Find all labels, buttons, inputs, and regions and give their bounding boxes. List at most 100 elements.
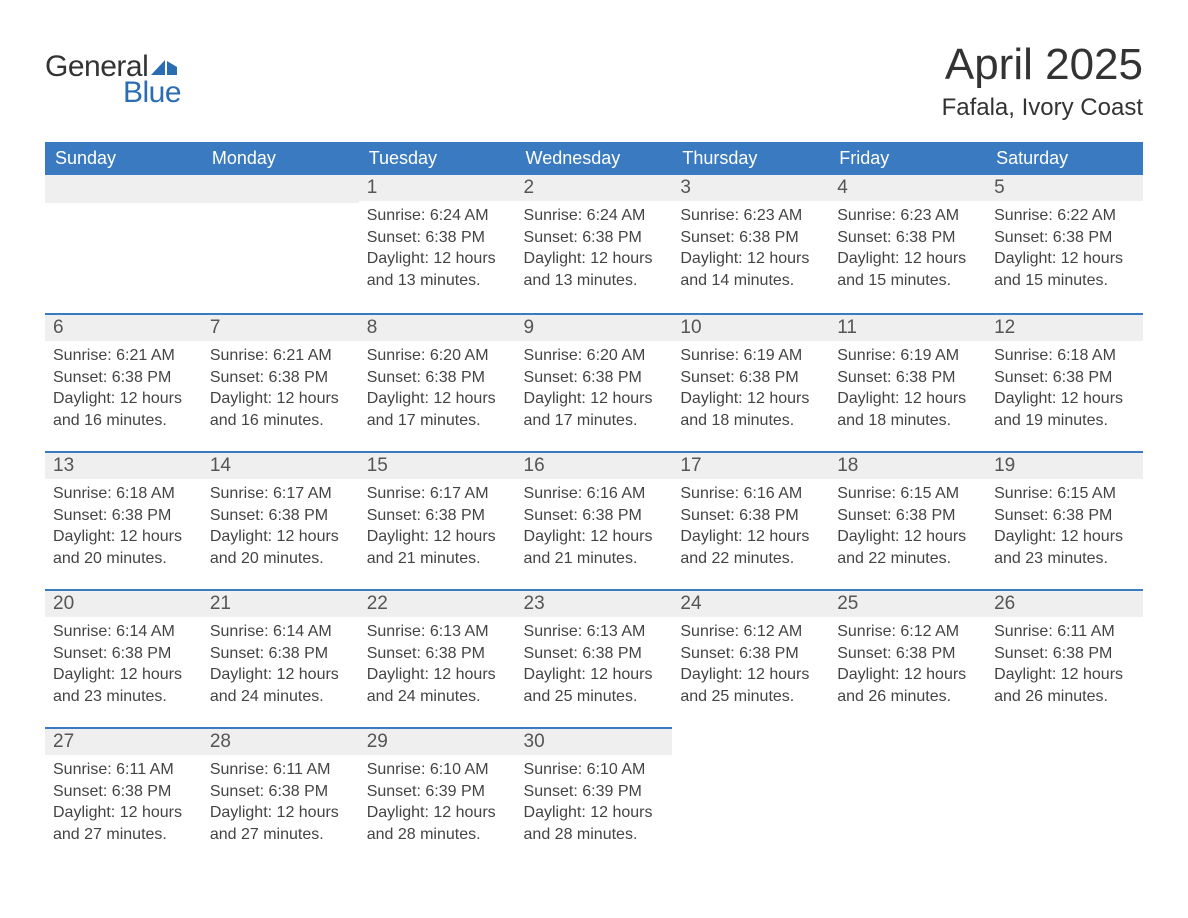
day-body: Sunrise: 6:17 AMSunset: 6:38 PMDaylight:…	[202, 479, 359, 577]
day-cell: 6Sunrise: 6:21 AMSunset: 6:38 PMDaylight…	[45, 313, 202, 451]
sunset-text: Sunset: 6:38 PM	[837, 643, 978, 665]
day-number: 24	[672, 589, 829, 617]
sunrise-text: Sunrise: 6:11 AM	[210, 759, 351, 781]
day-number: 16	[516, 451, 673, 479]
day-cell: 5Sunrise: 6:22 AMSunset: 6:38 PMDaylight…	[986, 175, 1143, 313]
sunset-text: Sunset: 6:38 PM	[210, 781, 351, 803]
calendar-table: Sunday Monday Tuesday Wednesday Thursday…	[45, 142, 1143, 865]
daylight-text-line1: Daylight: 12 hours	[210, 802, 351, 824]
header: General Blue April 2025 Fafala, Ivory Co…	[45, 40, 1143, 122]
day-number: 11	[829, 313, 986, 341]
day-number: 17	[672, 451, 829, 479]
daylight-text-line2: and 21 minutes.	[367, 548, 508, 570]
daylight-text-line2: and 13 minutes.	[524, 270, 665, 292]
sunset-text: Sunset: 6:38 PM	[680, 643, 821, 665]
daylight-text-line1: Daylight: 12 hours	[53, 526, 194, 548]
day-cell: 14Sunrise: 6:17 AMSunset: 6:38 PMDayligh…	[202, 451, 359, 589]
day-body: Sunrise: 6:18 AMSunset: 6:38 PMDaylight:…	[45, 479, 202, 577]
day-cell: 27Sunrise: 6:11 AMSunset: 6:38 PMDayligh…	[45, 727, 202, 865]
daylight-text-line1: Daylight: 12 hours	[680, 388, 821, 410]
day-body: Sunrise: 6:13 AMSunset: 6:38 PMDaylight:…	[359, 617, 516, 715]
daylight-text-line1: Daylight: 12 hours	[524, 526, 665, 548]
daylight-text-line2: and 27 minutes.	[53, 824, 194, 846]
day-cell: 28Sunrise: 6:11 AMSunset: 6:38 PMDayligh…	[202, 727, 359, 865]
sunrise-text: Sunrise: 6:18 AM	[994, 345, 1135, 367]
day-cell: 23Sunrise: 6:13 AMSunset: 6:38 PMDayligh…	[516, 589, 673, 727]
day-number: 2	[516, 175, 673, 201]
daylight-text-line1: Daylight: 12 hours	[524, 664, 665, 686]
daylight-text-line1: Daylight: 12 hours	[210, 526, 351, 548]
day-cell: 26Sunrise: 6:11 AMSunset: 6:38 PMDayligh…	[986, 589, 1143, 727]
sunrise-text: Sunrise: 6:17 AM	[210, 483, 351, 505]
daylight-text-line1: Daylight: 12 hours	[210, 664, 351, 686]
daylight-text-line1: Daylight: 12 hours	[53, 802, 194, 824]
day-number: 13	[45, 451, 202, 479]
sunrise-text: Sunrise: 6:21 AM	[210, 345, 351, 367]
sunset-text: Sunset: 6:38 PM	[210, 367, 351, 389]
daylight-text-line1: Daylight: 12 hours	[524, 388, 665, 410]
day-body: Sunrise: 6:21 AMSunset: 6:38 PMDaylight:…	[202, 341, 359, 439]
sunrise-text: Sunrise: 6:20 AM	[367, 345, 508, 367]
day-cell: 30Sunrise: 6:10 AMSunset: 6:39 PMDayligh…	[516, 727, 673, 865]
day-cell: 20Sunrise: 6:14 AMSunset: 6:38 PMDayligh…	[45, 589, 202, 727]
day-number: 4	[829, 175, 986, 201]
daylight-text-line1: Daylight: 12 hours	[837, 526, 978, 548]
sunset-text: Sunset: 6:38 PM	[210, 643, 351, 665]
day-cell: 2Sunrise: 6:24 AMSunset: 6:38 PMDaylight…	[516, 175, 673, 313]
day-cell: 25Sunrise: 6:12 AMSunset: 6:38 PMDayligh…	[829, 589, 986, 727]
day-cell: 16Sunrise: 6:16 AMSunset: 6:38 PMDayligh…	[516, 451, 673, 589]
sunrise-text: Sunrise: 6:15 AM	[994, 483, 1135, 505]
daylight-text-line2: and 27 minutes.	[210, 824, 351, 846]
sunset-text: Sunset: 6:38 PM	[837, 367, 978, 389]
daylight-text-line2: and 19 minutes.	[994, 410, 1135, 432]
daylight-text-line2: and 15 minutes.	[837, 270, 978, 292]
weekday-header: Friday	[829, 142, 986, 175]
day-cell: 9Sunrise: 6:20 AMSunset: 6:38 PMDaylight…	[516, 313, 673, 451]
sunrise-text: Sunrise: 6:10 AM	[524, 759, 665, 781]
sunrise-text: Sunrise: 6:13 AM	[367, 621, 508, 643]
day-number: 6	[45, 313, 202, 341]
week-row: 1Sunrise: 6:24 AMSunset: 6:38 PMDaylight…	[45, 175, 1143, 313]
day-number: 12	[986, 313, 1143, 341]
day-number: 10	[672, 313, 829, 341]
sunrise-text: Sunrise: 6:20 AM	[524, 345, 665, 367]
sunrise-text: Sunrise: 6:16 AM	[680, 483, 821, 505]
day-cell: 1Sunrise: 6:24 AMSunset: 6:38 PMDaylight…	[359, 175, 516, 313]
daylight-text-line2: and 23 minutes.	[53, 686, 194, 708]
week-row: 27Sunrise: 6:11 AMSunset: 6:38 PMDayligh…	[45, 727, 1143, 865]
sunset-text: Sunset: 6:38 PM	[367, 505, 508, 527]
day-body: Sunrise: 6:16 AMSunset: 6:38 PMDaylight:…	[672, 479, 829, 577]
daylight-text-line1: Daylight: 12 hours	[680, 526, 821, 548]
day-cell: 22Sunrise: 6:13 AMSunset: 6:38 PMDayligh…	[359, 589, 516, 727]
day-cell	[829, 727, 986, 865]
day-body: Sunrise: 6:20 AMSunset: 6:38 PMDaylight:…	[516, 341, 673, 439]
sunset-text: Sunset: 6:38 PM	[837, 227, 978, 249]
sunset-text: Sunset: 6:38 PM	[837, 505, 978, 527]
sunset-text: Sunset: 6:38 PM	[680, 505, 821, 527]
weekday-header: Sunday	[45, 142, 202, 175]
day-cell: 24Sunrise: 6:12 AMSunset: 6:38 PMDayligh…	[672, 589, 829, 727]
day-number: 25	[829, 589, 986, 617]
day-cell	[202, 175, 359, 313]
sunrise-text: Sunrise: 6:21 AM	[53, 345, 194, 367]
daylight-text-line1: Daylight: 12 hours	[994, 388, 1135, 410]
day-number: 23	[516, 589, 673, 617]
day-body: Sunrise: 6:20 AMSunset: 6:38 PMDaylight:…	[359, 341, 516, 439]
daylight-text-line1: Daylight: 12 hours	[994, 248, 1135, 270]
day-body: Sunrise: 6:14 AMSunset: 6:38 PMDaylight:…	[202, 617, 359, 715]
sunset-text: Sunset: 6:38 PM	[524, 367, 665, 389]
logo-text-blue: Blue	[123, 76, 181, 110]
sunset-text: Sunset: 6:38 PM	[53, 643, 194, 665]
weekday-header: Wednesday	[516, 142, 673, 175]
day-cell: 17Sunrise: 6:16 AMSunset: 6:38 PMDayligh…	[672, 451, 829, 589]
day-body: Sunrise: 6:12 AMSunset: 6:38 PMDaylight:…	[829, 617, 986, 715]
day-number: 21	[202, 589, 359, 617]
day-number: 20	[45, 589, 202, 617]
daylight-text-line1: Daylight: 12 hours	[367, 388, 508, 410]
daylight-text-line1: Daylight: 12 hours	[680, 248, 821, 270]
day-body: Sunrise: 6:11 AMSunset: 6:38 PMDaylight:…	[45, 755, 202, 853]
sunrise-text: Sunrise: 6:24 AM	[524, 205, 665, 227]
week-row: 20Sunrise: 6:14 AMSunset: 6:38 PMDayligh…	[45, 589, 1143, 727]
sunrise-text: Sunrise: 6:10 AM	[367, 759, 508, 781]
sunrise-text: Sunrise: 6:13 AM	[524, 621, 665, 643]
